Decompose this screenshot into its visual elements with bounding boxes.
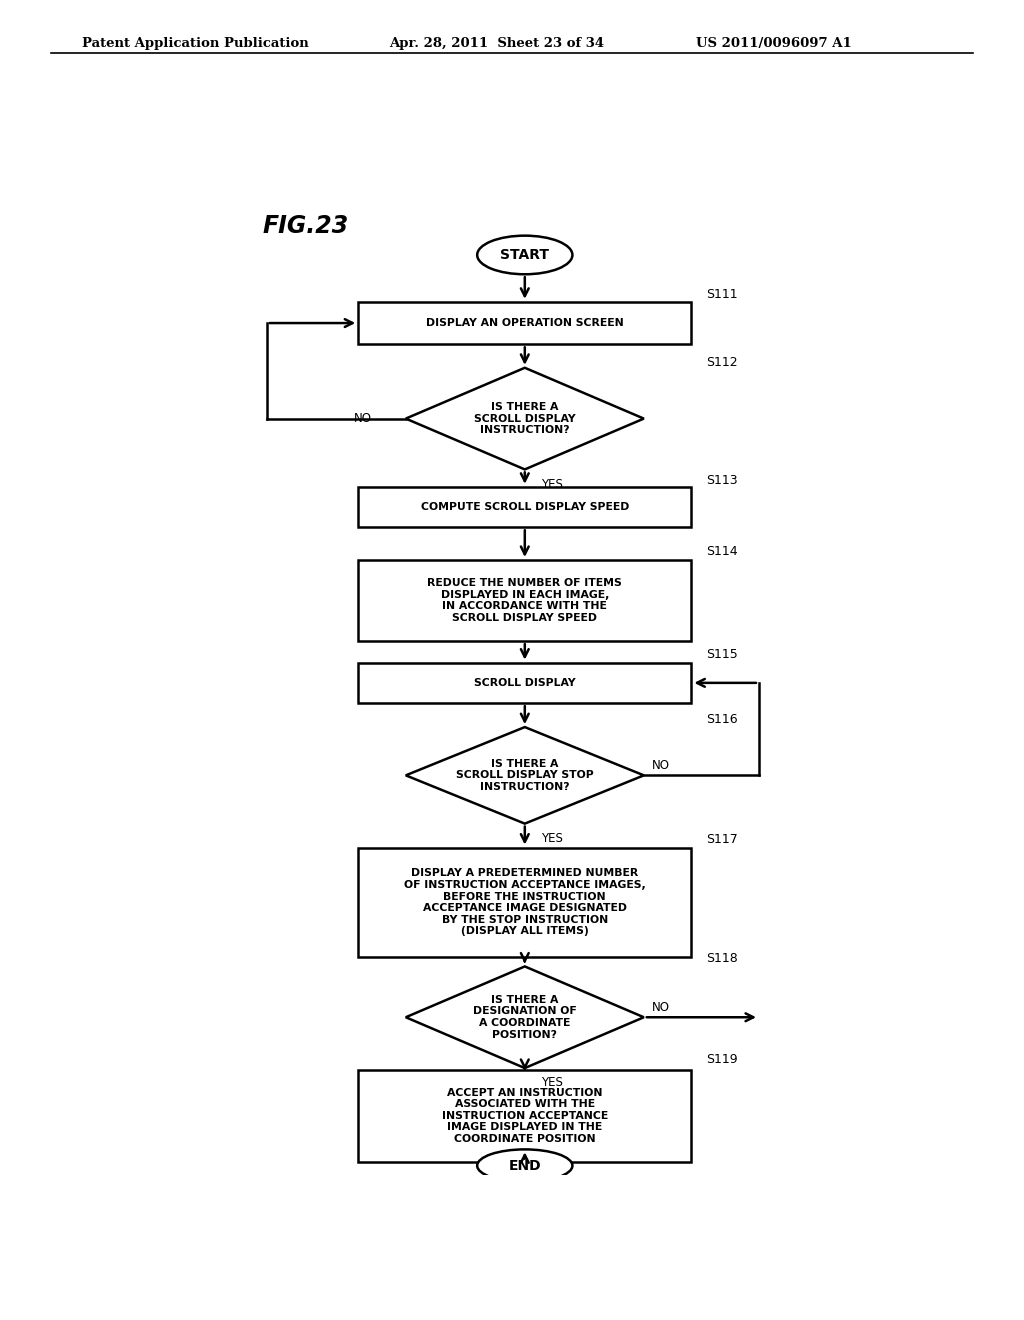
Text: END: END — [509, 1159, 541, 1172]
Text: YES: YES — [541, 832, 562, 845]
Text: NO: NO — [652, 759, 670, 772]
FancyBboxPatch shape — [358, 560, 691, 642]
Text: IS THERE A
SCROLL DISPLAY
INSTRUCTION?: IS THERE A SCROLL DISPLAY INSTRUCTION? — [474, 403, 575, 436]
Ellipse shape — [477, 236, 572, 275]
Text: S111: S111 — [706, 288, 737, 301]
FancyBboxPatch shape — [358, 847, 691, 957]
Text: NO: NO — [354, 412, 372, 425]
Text: S112: S112 — [706, 356, 737, 370]
Text: IS THERE A
DESIGNATION OF
A COORDINATE
POSITION?: IS THERE A DESIGNATION OF A COORDINATE P… — [473, 995, 577, 1040]
Text: S115: S115 — [706, 648, 737, 661]
Text: COMPUTE SCROLL DISPLAY SPEED: COMPUTE SCROLL DISPLAY SPEED — [421, 502, 629, 512]
Text: DISPLAY A PREDETERMINED NUMBER
OF INSTRUCTION ACCEPTANCE IMAGES,
BEFORE THE INST: DISPLAY A PREDETERMINED NUMBER OF INSTRU… — [403, 869, 646, 936]
Text: DISPLAY AN OPERATION SCREEN: DISPLAY AN OPERATION SCREEN — [426, 318, 624, 329]
Text: S117: S117 — [706, 833, 737, 846]
FancyBboxPatch shape — [358, 487, 691, 528]
Text: START: START — [501, 248, 549, 261]
Text: NO: NO — [652, 1001, 670, 1014]
Text: Apr. 28, 2011  Sheet 23 of 34: Apr. 28, 2011 Sheet 23 of 34 — [389, 37, 604, 50]
Polygon shape — [406, 966, 644, 1068]
Text: S119: S119 — [706, 1053, 737, 1067]
Text: YES: YES — [541, 1076, 562, 1089]
Text: YES: YES — [541, 478, 562, 491]
Text: FIG.23: FIG.23 — [263, 214, 349, 239]
Text: US 2011/0096097 A1: US 2011/0096097 A1 — [696, 37, 852, 50]
Text: S116: S116 — [706, 713, 737, 726]
Text: SCROLL DISPLAY: SCROLL DISPLAY — [474, 678, 575, 688]
Text: S114: S114 — [706, 545, 737, 558]
FancyBboxPatch shape — [358, 302, 691, 345]
Text: REDUCE THE NUMBER OF ITEMS
DISPLAYED IN EACH IMAGE,
IN ACCORDANCE WITH THE
SCROL: REDUCE THE NUMBER OF ITEMS DISPLAYED IN … — [427, 578, 623, 623]
Text: IS THERE A
SCROLL DISPLAY STOP
INSTRUCTION?: IS THERE A SCROLL DISPLAY STOP INSTRUCTI… — [456, 759, 594, 792]
Text: S118: S118 — [706, 952, 737, 965]
Text: S113: S113 — [706, 474, 737, 487]
Text: ACCEPT AN INSTRUCTION
ASSOCIATED WITH THE
INSTRUCTION ACCEPTANCE
IMAGE DISPLAYED: ACCEPT AN INSTRUCTION ASSOCIATED WITH TH… — [441, 1088, 608, 1144]
Polygon shape — [406, 368, 644, 470]
Ellipse shape — [477, 1150, 572, 1181]
FancyBboxPatch shape — [358, 663, 691, 704]
FancyBboxPatch shape — [358, 1071, 691, 1162]
Text: Patent Application Publication: Patent Application Publication — [82, 37, 308, 50]
Polygon shape — [406, 727, 644, 824]
